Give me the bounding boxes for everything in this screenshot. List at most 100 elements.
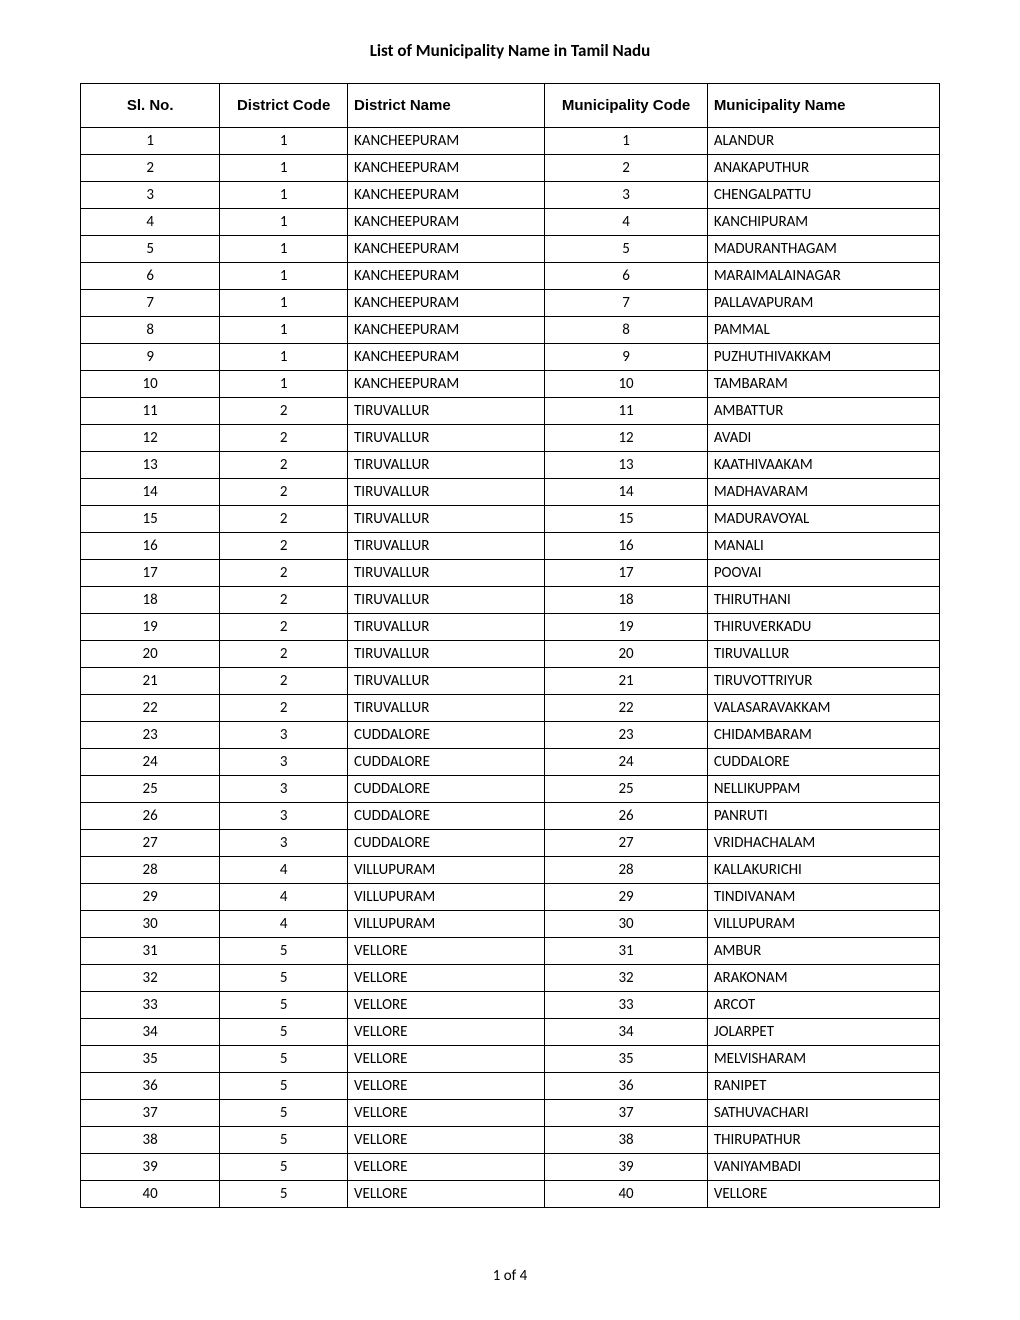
cell-mn: MADURAVOYAL [707, 506, 939, 533]
cell-sl: 27 [81, 830, 220, 857]
col-header-municipality-name: Municipality Name [707, 84, 939, 128]
cell-dc: 3 [220, 722, 348, 749]
cell-dn: TIRUVALLUR [347, 614, 544, 641]
cell-mn: KALLAKURICHI [707, 857, 939, 884]
cell-dc: 5 [220, 1100, 348, 1127]
cell-sl: 16 [81, 533, 220, 560]
cell-dn: TIRUVALLUR [347, 425, 544, 452]
cell-dn: KANCHEEPURAM [347, 317, 544, 344]
cell-mn: RANIPET [707, 1073, 939, 1100]
cell-mc: 15 [545, 506, 708, 533]
cell-dc: 2 [220, 398, 348, 425]
cell-dn: TIRUVALLUR [347, 587, 544, 614]
cell-sl: 24 [81, 749, 220, 776]
cell-mc: 24 [545, 749, 708, 776]
cell-dn: VELLORE [347, 1181, 544, 1208]
cell-dn: TIRUVALLUR [347, 506, 544, 533]
cell-mc: 11 [545, 398, 708, 425]
cell-dn: TIRUVALLUR [347, 668, 544, 695]
cell-mc: 18 [545, 587, 708, 614]
cell-dc: 2 [220, 479, 348, 506]
cell-dc: 2 [220, 533, 348, 560]
cell-sl: 36 [81, 1073, 220, 1100]
cell-mc: 34 [545, 1019, 708, 1046]
cell-sl: 30 [81, 911, 220, 938]
cell-mn: AMBATTUR [707, 398, 939, 425]
cell-sl: 39 [81, 1154, 220, 1181]
cell-sl: 10 [81, 371, 220, 398]
cell-dn: VILLUPURAM [347, 884, 544, 911]
cell-mc: 32 [545, 965, 708, 992]
cell-dn: TIRUVALLUR [347, 560, 544, 587]
cell-dc: 2 [220, 425, 348, 452]
cell-mn: NELLIKUPPAM [707, 776, 939, 803]
cell-sl: 7 [81, 290, 220, 317]
cell-mc: 17 [545, 560, 708, 587]
cell-mc: 31 [545, 938, 708, 965]
cell-dc: 1 [220, 155, 348, 182]
municipality-table: Sl. No. District Code District Name Muni… [80, 83, 940, 1208]
cell-mc: 27 [545, 830, 708, 857]
cell-dn: VELLORE [347, 1127, 544, 1154]
cell-dc: 3 [220, 830, 348, 857]
table-body: 11KANCHEEPURAM1ALANDUR21KANCHEEPURAM2ANA… [81, 128, 940, 1208]
cell-sl: 40 [81, 1181, 220, 1208]
cell-dc: 2 [220, 452, 348, 479]
cell-mc: 7 [545, 290, 708, 317]
cell-dc: 5 [220, 1019, 348, 1046]
cell-sl: 3 [81, 182, 220, 209]
cell-mc: 12 [545, 425, 708, 452]
table-row: 243CUDDALORE24CUDDALORE [81, 749, 940, 776]
table-row: 385VELLORE38THIRUPATHUR [81, 1127, 940, 1154]
cell-sl: 13 [81, 452, 220, 479]
cell-sl: 19 [81, 614, 220, 641]
cell-dn: TIRUVALLUR [347, 479, 544, 506]
table-row: 182TIRUVALLUR18THIRUTHANI [81, 587, 940, 614]
table-row: 192TIRUVALLUR19THIRUVERKADU [81, 614, 940, 641]
cell-mc: 26 [545, 803, 708, 830]
cell-dn: VELLORE [347, 938, 544, 965]
cell-mn: CHENGALPATTU [707, 182, 939, 209]
cell-sl: 5 [81, 236, 220, 263]
cell-dn: CUDDALORE [347, 776, 544, 803]
cell-dc: 3 [220, 776, 348, 803]
cell-sl: 26 [81, 803, 220, 830]
table-row: 355VELLORE35MELVISHARAM [81, 1046, 940, 1073]
cell-dn: CUDDALORE [347, 722, 544, 749]
cell-mn: TINDIVANAM [707, 884, 939, 911]
cell-mn: CHIDAMBARAM [707, 722, 939, 749]
cell-dn: VELLORE [347, 965, 544, 992]
cell-mc: 16 [545, 533, 708, 560]
cell-mc: 38 [545, 1127, 708, 1154]
table-row: 365VELLORE36RANIPET [81, 1073, 940, 1100]
cell-dc: 5 [220, 938, 348, 965]
cell-dc: 5 [220, 992, 348, 1019]
cell-mc: 9 [545, 344, 708, 371]
table-row: 263CUDDALORE26PANRUTI [81, 803, 940, 830]
cell-mn: MADURANTHAGAM [707, 236, 939, 263]
cell-mn: AMBUR [707, 938, 939, 965]
table-row: 11KANCHEEPURAM1ALANDUR [81, 128, 940, 155]
table-row: 395VELLORE39VANIYAMBADI [81, 1154, 940, 1181]
cell-dc: 5 [220, 1073, 348, 1100]
cell-sl: 33 [81, 992, 220, 1019]
cell-dn: KANCHEEPURAM [347, 128, 544, 155]
cell-dc: 4 [220, 857, 348, 884]
cell-mc: 19 [545, 614, 708, 641]
cell-dc: 1 [220, 344, 348, 371]
cell-dn: KANCHEEPURAM [347, 182, 544, 209]
cell-mn: PUZHUTHIVAKKAM [707, 344, 939, 371]
cell-mc: 20 [545, 641, 708, 668]
cell-mn: ANAKAPUTHUR [707, 155, 939, 182]
cell-mn: PANRUTI [707, 803, 939, 830]
cell-dc: 1 [220, 209, 348, 236]
cell-mc: 1 [545, 128, 708, 155]
cell-dn: TIRUVALLUR [347, 641, 544, 668]
cell-dc: 2 [220, 587, 348, 614]
table-row: 335VELLORE33ARCOT [81, 992, 940, 1019]
cell-dc: 1 [220, 290, 348, 317]
cell-sl: 28 [81, 857, 220, 884]
cell-mc: 29 [545, 884, 708, 911]
table-row: 81KANCHEEPURAM8PAMMAL [81, 317, 940, 344]
cell-mc: 36 [545, 1073, 708, 1100]
